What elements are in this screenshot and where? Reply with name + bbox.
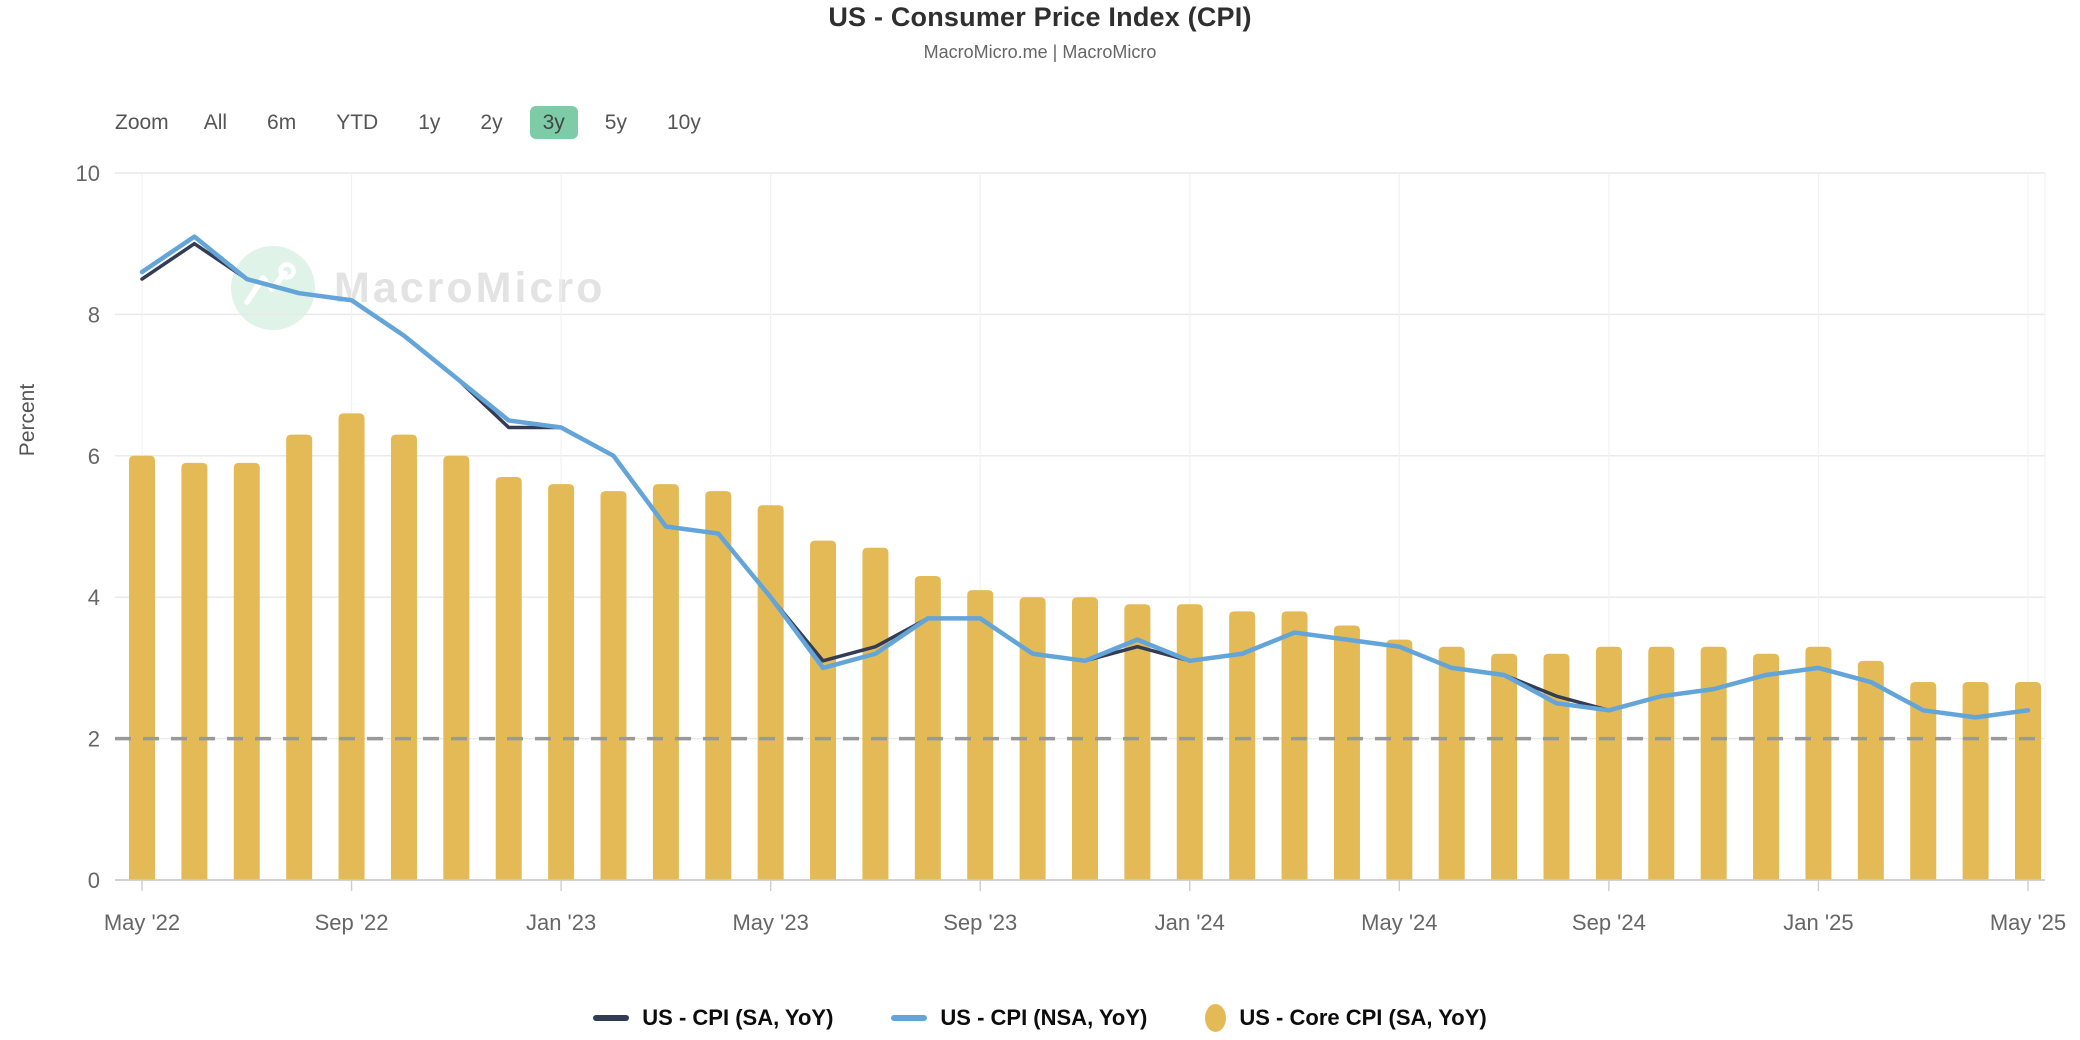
x-axis-label: May '22 — [104, 910, 180, 935]
legend-label: US - Core CPI (SA, YoY) — [1239, 1005, 1487, 1030]
legend: US - CPI (SA, YoY) US - CPI (NSA, YoY) US … — [0, 1004, 2080, 1032]
core-cpi-bar — [1700, 646, 1727, 880]
x-axis-label: Sep '24 — [1572, 910, 1646, 935]
core-cpi-bar — [233, 462, 260, 880]
range-buttons: All 6m YTD 1y 2y 3y 5y 10y — [191, 106, 714, 139]
core-cpi-bar — [1438, 646, 1465, 880]
legend-item[interactable]: US - CPI (SA, YoY) — [593, 1005, 833, 1031]
range-button-6m[interactable]: 6m — [254, 106, 309, 139]
y-axis-title: Percent — [16, 384, 39, 457]
legend-bar-swatch — [1205, 1004, 1227, 1032]
y-axis-label: 4 — [88, 585, 100, 610]
y-axis-label: 6 — [88, 444, 100, 469]
range-button-3y[interactable]: 3y — [529, 106, 578, 139]
core-cpi-bar — [1386, 639, 1413, 880]
range-button-5y[interactable]: 5y — [592, 106, 640, 139]
core-cpi-bar — [914, 575, 941, 880]
range-button-all[interactable]: All — [191, 106, 240, 139]
core-cpi-bar — [1019, 597, 1046, 880]
range-button-1y[interactable]: 1y — [405, 106, 453, 139]
core-cpi-bar — [390, 434, 417, 880]
core-cpi-bar — [810, 540, 837, 880]
x-axis-label: Jan '24 — [1155, 910, 1225, 935]
core-cpi-bar — [967, 590, 994, 880]
core-cpi-bar — [338, 413, 365, 880]
core-cpi-bar — [1333, 625, 1360, 880]
core-cpi-bar — [1176, 604, 1203, 880]
core-cpi-bar — [1962, 682, 1989, 880]
x-axis-label: Sep '23 — [943, 910, 1017, 935]
legend-line-swatch — [593, 1015, 630, 1021]
x-axis-label: May '23 — [732, 910, 808, 935]
range-button-2y[interactable]: 2y — [467, 106, 515, 139]
legend-label: US - CPI (NSA, YoY) — [940, 1005, 1148, 1030]
core-cpi-bar — [286, 434, 313, 880]
core-cpi-bar — [1281, 611, 1308, 880]
y-axis-label: 2 — [88, 727, 100, 752]
core-cpi-bar — [1753, 653, 1780, 880]
legend-label: US - CPI (SA, YoY) — [642, 1005, 834, 1030]
zoom-label: Zoom — [115, 110, 169, 134]
y-axis-label: 0 — [88, 868, 100, 893]
core-cpi-bar — [548, 484, 575, 880]
core-cpi-bar — [1491, 653, 1518, 880]
core-cpi-bar — [1124, 604, 1151, 880]
y-axis-label: 10 — [76, 161, 100, 186]
core-cpi-bar — [129, 455, 155, 880]
core-cpi-bar — [1648, 646, 1675, 880]
core-cpi-bar — [600, 491, 627, 880]
core-cpi-bar — [757, 505, 784, 880]
core-cpi-bar — [1595, 646, 1622, 880]
core-cpi-bar — [2015, 682, 2041, 880]
y-axis-label: 8 — [88, 302, 100, 327]
legend-line-swatch — [891, 1015, 928, 1021]
legend-item[interactable]: US - Core CPI (SA, YoY) — [1205, 1004, 1487, 1032]
core-cpi-bar — [652, 484, 679, 880]
legend-item[interactable]: US - CPI (NSA, YoY) — [891, 1005, 1147, 1031]
core-cpi-bar — [181, 462, 208, 880]
chart-subtitle: MacroMicro.me | MacroMicro — [923, 42, 1157, 62]
x-axis-label: May '24 — [1361, 910, 1437, 935]
range-button-ytd[interactable]: YTD — [323, 106, 391, 139]
core-cpi-bar — [1805, 646, 1832, 880]
core-cpi-bar — [862, 547, 889, 880]
x-axis-label: Sep '22 — [315, 910, 389, 935]
x-axis-label: May '25 — [1990, 910, 2066, 935]
core-cpi-bar — [1072, 597, 1098, 880]
core-cpi-bar — [705, 491, 732, 880]
range-selector: Zoom All 6m YTD 1y 2y 3y 5y 10y — [115, 106, 714, 139]
page-title: US - Consumer Price Index (CPI) — [828, 2, 1252, 32]
core-cpi-bar — [1229, 611, 1256, 880]
range-button-10y[interactable]: 10y — [654, 106, 714, 139]
core-cpi-bar — [1543, 653, 1570, 880]
core-cpi-bar — [1910, 682, 1937, 880]
x-axis-label: Jan '25 — [1783, 910, 1853, 935]
core-cpi-bar — [1857, 660, 1884, 880]
line-series — [139, 234, 2031, 720]
core-cpi-bar — [443, 455, 470, 880]
x-axis-label: Jan '23 — [526, 910, 596, 935]
core-cpi-bar — [495, 477, 522, 880]
